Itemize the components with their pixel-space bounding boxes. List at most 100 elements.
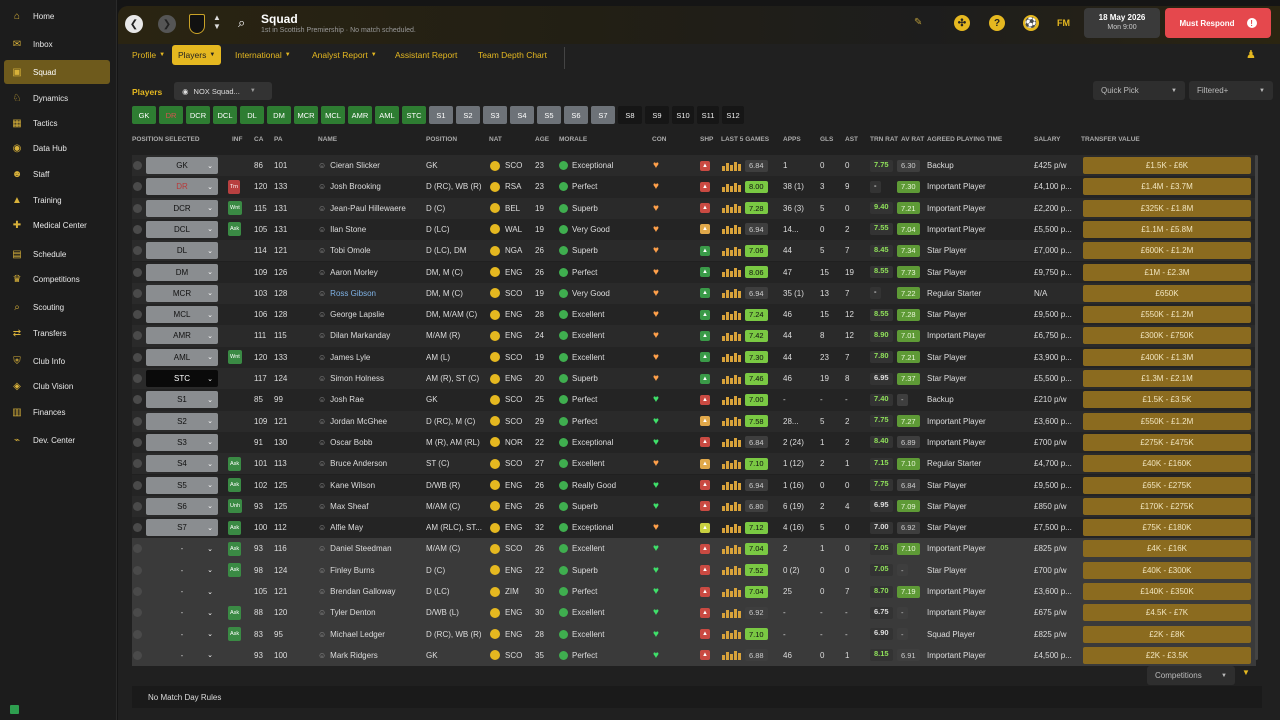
row-select-checkbox[interactable] bbox=[133, 182, 142, 192]
row-select-checkbox[interactable] bbox=[133, 608, 142, 618]
position-select[interactable]: S7 ⌄ bbox=[146, 519, 218, 537]
col-agreed[interactable]: AGREED PLAYING TIME bbox=[927, 136, 1003, 143]
row-select-checkbox[interactable] bbox=[133, 650, 142, 660]
name-cell[interactable]: ☺ Brendan Galloway bbox=[318, 581, 422, 602]
transfer-value[interactable]: £2K - £3.5K bbox=[1083, 646, 1251, 664]
row-select-checkbox[interactable] bbox=[133, 416, 142, 426]
table-row[interactable]: DCL ⌄ Ask 105 131 ☺ Ilan Stone D (LC) WAL 19 Very … bbox=[132, 218, 1256, 241]
back-button[interactable]: ❮ bbox=[125, 15, 143, 33]
col-nat[interactable]: NAT bbox=[489, 136, 502, 143]
row-select-checkbox[interactable] bbox=[133, 288, 142, 298]
forward-button[interactable]: ❯ bbox=[158, 15, 176, 33]
name-cell[interactable]: ☺ Finley Burns bbox=[318, 560, 422, 581]
tab-players[interactable]: Players ▼ bbox=[172, 45, 222, 65]
filter-s10[interactable]: S10 bbox=[672, 106, 694, 124]
transfer-value[interactable]: £400K - £1.3M bbox=[1083, 348, 1251, 366]
transfer-value[interactable]: £300K - £750K bbox=[1083, 327, 1251, 345]
position-select[interactable]: DCL ⌄ bbox=[146, 220, 218, 238]
filter-s7[interactable]: S7 bbox=[591, 106, 615, 124]
quick-pick-button[interactable]: Quick Pick ▼ bbox=[1093, 81, 1185, 100]
filter-s4[interactable]: S4 bbox=[510, 106, 534, 124]
col-salary[interactable]: SALARY bbox=[1034, 136, 1061, 143]
name-cell[interactable]: ☺ Bruce Anderson bbox=[318, 453, 422, 474]
player-name[interactable]: Jordan McGhee bbox=[330, 416, 388, 426]
name-cell[interactable]: ☺ Jordan McGhee bbox=[318, 411, 422, 432]
row-select-checkbox[interactable] bbox=[133, 203, 142, 213]
edit-icon[interactable]: ✎ bbox=[914, 17, 923, 28]
filter-aml[interactable]: AML bbox=[375, 106, 399, 124]
row-select-checkbox[interactable] bbox=[133, 587, 142, 596]
transfer-value[interactable]: £75K - £180K bbox=[1083, 519, 1251, 537]
transfer-value[interactable]: £650K bbox=[1083, 284, 1251, 302]
col-last5[interactable]: LAST 5 GAMES bbox=[721, 136, 770, 143]
transfer-value[interactable]: £40K - £300K bbox=[1083, 561, 1251, 579]
position-select[interactable]: - ⌄ bbox=[146, 540, 218, 557]
transfer-value[interactable]: £4.5K - £7K bbox=[1083, 604, 1251, 622]
table-row[interactable]: - ⌄ 93 100 ☺ Mark Ridgers GK SCO 35 Perfect ♥ ▲ 6.88… bbox=[132, 644, 1256, 667]
sidebar-item-medical-center[interactable]: ✚ Medical Center bbox=[4, 213, 110, 237]
row-select-checkbox[interactable] bbox=[133, 523, 142, 533]
transfer-value[interactable]: £1M - £2.3M bbox=[1083, 263, 1251, 281]
filter-dcr[interactable]: DCR bbox=[186, 106, 210, 124]
transfer-value[interactable]: £2K - £8K bbox=[1083, 625, 1251, 643]
row-select-checkbox[interactable] bbox=[133, 331, 142, 341]
transfer-value[interactable]: £140K - £350K bbox=[1083, 583, 1251, 600]
name-cell[interactable]: ☺ Kane Wilson bbox=[318, 475, 422, 496]
name-cell[interactable]: ☺ Ross Gibson bbox=[318, 283, 422, 304]
transfer-value[interactable]: £1.4M - £3.7M bbox=[1083, 178, 1251, 196]
col-apps[interactable]: APPS bbox=[783, 136, 801, 143]
crest-chevron-icon[interactable]: ▲ ▼ bbox=[213, 13, 221, 31]
col-ast[interactable]: AST bbox=[845, 136, 858, 143]
name-cell[interactable]: ☺ Tyler Denton bbox=[318, 602, 422, 623]
row-select-checkbox[interactable] bbox=[133, 395, 142, 405]
sidebar-item-tactics[interactable]: ▦ Tactics bbox=[4, 111, 110, 135]
expand-icon[interactable]: ▼ bbox=[1242, 668, 1250, 677]
player-name[interactable]: Aaron Morley bbox=[330, 267, 378, 277]
name-cell[interactable]: ☺ Max Sheaf bbox=[318, 496, 422, 517]
filter-dcl[interactable]: DCL bbox=[213, 106, 237, 124]
transfer-value[interactable]: £550K - £1.2M bbox=[1083, 306, 1251, 324]
row-select-checkbox[interactable] bbox=[133, 267, 142, 277]
col-ca[interactable]: CA bbox=[254, 136, 264, 143]
table-row[interactable]: GK ⌄ 86 101 ☺ Cieran Slicker GK SCO 23 Exceptiona… bbox=[132, 155, 1256, 177]
player-name[interactable]: Michael Ledger bbox=[330, 629, 385, 639]
name-cell[interactable]: ☺ Michael Ledger bbox=[318, 624, 422, 645]
notifications-icon[interactable]: ♟ bbox=[1246, 49, 1256, 61]
row-select-checkbox[interactable] bbox=[133, 310, 142, 320]
sidebar-item-scouting[interactable]: ⌕ Scouting bbox=[4, 295, 110, 319]
transfer-value[interactable]: £4K - £16K bbox=[1083, 540, 1251, 558]
filter-s11[interactable]: S11 bbox=[697, 106, 719, 124]
transfer-value[interactable]: £275K - £475K bbox=[1083, 433, 1251, 451]
transfer-value[interactable]: £1.1M - £5.8M bbox=[1083, 220, 1251, 238]
row-select-checkbox[interactable] bbox=[133, 352, 142, 362]
row-select-checkbox[interactable] bbox=[133, 501, 142, 511]
filter-s1[interactable]: S1 bbox=[429, 106, 453, 124]
row-select-checkbox[interactable] bbox=[133, 544, 142, 554]
name-cell[interactable]: ☺ Josh Rae bbox=[318, 389, 422, 410]
transfer-value[interactable]: £325K - £1.8M bbox=[1083, 199, 1251, 217]
position-select[interactable]: S4 ⌄ bbox=[146, 455, 218, 473]
filter-s8[interactable]: S8 bbox=[618, 106, 642, 124]
tab-profile[interactable]: Profile ▼ bbox=[126, 45, 171, 65]
sidebar-item-schedule[interactable]: ▤ Schedule bbox=[4, 242, 110, 266]
table-row[interactable]: MCR ⌄ 103 128 ☺ Ross Gibson DM, M (C) SCO 19 Very… bbox=[132, 282, 1256, 305]
table-scrollbar[interactable] bbox=[1255, 155, 1258, 660]
row-select-checkbox[interactable] bbox=[133, 224, 142, 234]
table-row[interactable]: S3 ⌄ 91 130 ☺ Oscar Bobb M (R), AM (RL) NOR 22 Ex… bbox=[132, 431, 1256, 454]
transfer-value[interactable]: £65K - £275K bbox=[1083, 476, 1251, 494]
filter-dl[interactable]: DL bbox=[240, 106, 264, 124]
row-select-checkbox[interactable] bbox=[133, 437, 142, 447]
table-row[interactable]: S5 ⌄ Ask 102 125 ☺ Kane Wilson D/WB (R) ENG 26 Rea… bbox=[132, 474, 1256, 496]
player-name[interactable]: Simon Holness bbox=[330, 374, 384, 383]
player-name[interactable]: Ross Gibson bbox=[330, 288, 376, 298]
search-icon[interactable]: ⌕ bbox=[238, 15, 246, 30]
table-row[interactable]: AMR ⌄ 111 115 ☺ Dilan Markanday M/AM (R) ENG 24 E… bbox=[132, 325, 1256, 347]
table-row[interactable]: - ⌄ Ask 88 120 ☺ Tyler Denton D/WB (L) ENG 30 Exce… bbox=[132, 602, 1256, 624]
row-select-checkbox[interactable] bbox=[133, 565, 142, 575]
sidebar-item-competitions[interactable]: ♛ Competitions bbox=[4, 267, 110, 291]
col-morale[interactable]: MORALE bbox=[559, 136, 588, 143]
position-select[interactable]: DCR ⌄ bbox=[146, 199, 218, 217]
table-row[interactable]: DCR ⌄ Wnt 115 131 ☺ Jean-Paul Hillewaere D (C) B… bbox=[132, 197, 1256, 219]
filter-dm[interactable]: DM bbox=[267, 106, 291, 124]
position-select[interactable]: MCL ⌄ bbox=[146, 306, 218, 324]
